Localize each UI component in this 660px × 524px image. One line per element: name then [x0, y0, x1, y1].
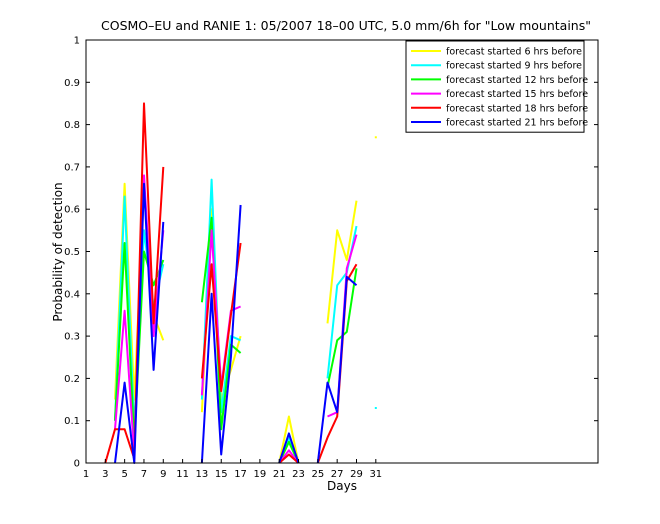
y-tick-label: 0 [74, 459, 80, 470]
series-line [200, 204, 242, 464]
series-line [278, 415, 300, 464]
chart-title: COSMO–EU and RANIE 1: 05/2007 18–00 UTC,… [101, 18, 591, 33]
y-tick-label: 0.1 [64, 416, 80, 427]
legend-label: forecast started 12 hrs before [446, 75, 588, 86]
y-axis-label: Probability of detection [51, 182, 65, 321]
x-axis-label: Days [327, 479, 357, 493]
y-tick-label: 0.6 [64, 205, 80, 216]
y-tick-label: 0.5 [64, 247, 80, 258]
x-tick-label: 1 [83, 469, 89, 480]
x-tick-label: 27 [331, 469, 344, 480]
x-tick-label: 19 [254, 469, 267, 480]
y-axis: 0 0.1 0.2 0.3 0.4 0.5 0.6 0.7 0.8 0.9 1 [64, 36, 598, 470]
legend-label: forecast started 6 hrs before [446, 47, 582, 58]
legend-box [405, 40, 585, 133]
series-line [316, 275, 358, 464]
legend-item: forecast started 9 hrs before [411, 61, 582, 72]
x-tick-label: 17 [234, 469, 247, 480]
legend-label: forecast started 21 hrs before [446, 118, 588, 129]
x-tick-label: 3 [102, 469, 108, 480]
series-lines [104, 102, 377, 464]
x-tick-label: 23 [292, 469, 305, 480]
series-6 [114, 182, 358, 464]
y-tick-label: 0.4 [64, 289, 80, 300]
legend-item: forecast started 21 hrs before [411, 118, 588, 129]
y-tick-label: 0.9 [64, 78, 80, 89]
series-line [278, 432, 300, 464]
y-tick-label: 0.7 [64, 162, 80, 173]
x-tick-label: 21 [273, 469, 286, 480]
x-axis: 1 3 5 7 9 11 13 15 17 19 21 23 25 27 29 31 [83, 459, 382, 480]
y-tick-label: 1 [74, 36, 80, 47]
series-line [114, 182, 165, 464]
legend-item: forecast started 6 hrs before [411, 47, 582, 58]
legend-label: forecast started 9 hrs before [446, 61, 582, 72]
x-tick-label: 25 [311, 469, 324, 480]
x-tick-label: 7 [141, 469, 147, 480]
x-tick-label: 5 [121, 469, 127, 480]
legend-label: forecast started 18 hrs before [446, 103, 588, 114]
legend-item: forecast started 15 hrs before [411, 89, 588, 100]
series-line [326, 200, 358, 324]
series-line [278, 453, 300, 464]
x-tick-label: 11 [176, 469, 189, 480]
series-line [278, 449, 300, 464]
legend-item: forecast started 18 hrs before [411, 103, 588, 114]
y-tick-label: 0.2 [64, 374, 80, 385]
legend-item: forecast started 12 hrs before [411, 75, 588, 86]
x-tick-label: 13 [196, 469, 209, 480]
series-line [316, 263, 358, 464]
y-tick-label: 0.3 [64, 332, 80, 343]
x-tick-label: 31 [369, 469, 382, 480]
series-line [200, 216, 242, 431]
x-tick-label: 15 [215, 469, 228, 480]
legend: forecast started 6 hrs before forecast st… [405, 40, 588, 133]
x-tick-label: 9 [160, 469, 166, 480]
legend-label: forecast started 15 hrs before [446, 89, 588, 100]
y-tick-label: 0.8 [64, 120, 80, 131]
x-tick-label: 29 [350, 469, 363, 480]
